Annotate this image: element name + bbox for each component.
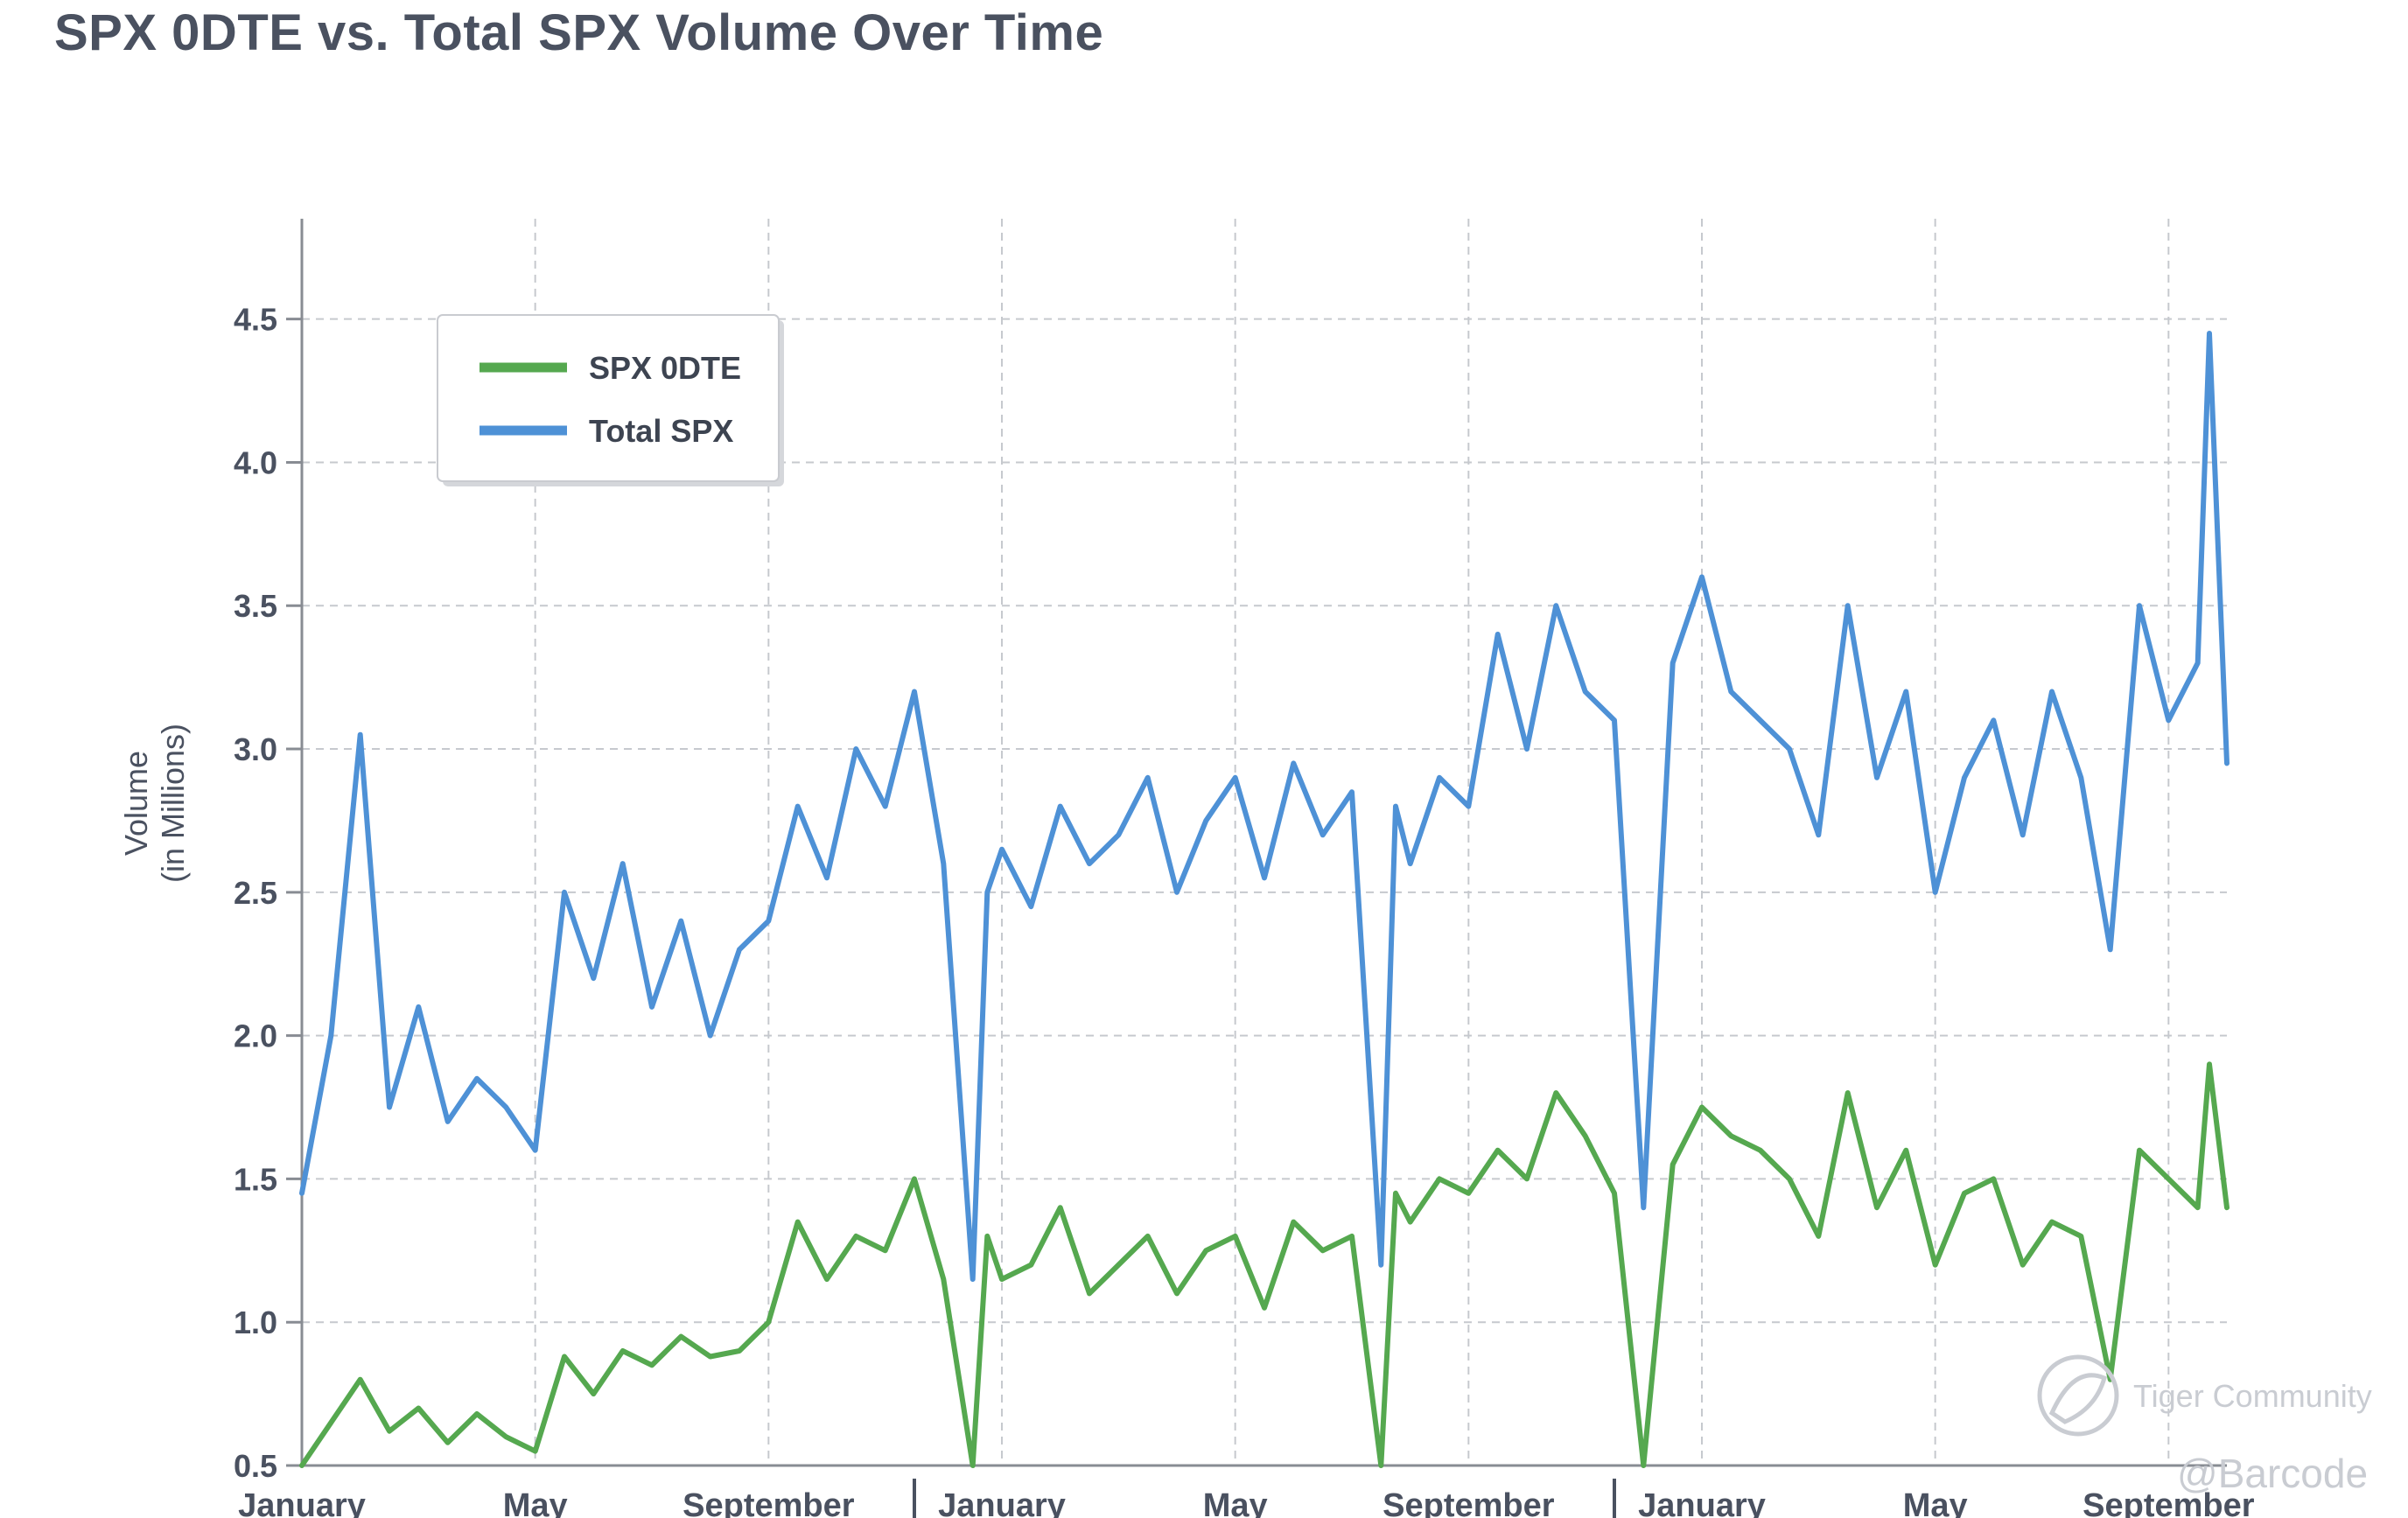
x-tick-label: January [1638,1487,1766,1518]
x-tick-label: May [1203,1487,1268,1518]
tiger-logo-icon [2037,1354,2119,1437]
x-tick-label: September [2082,1487,2255,1518]
y-tick-label: 2.5 [234,875,277,911]
y-tick-label: 1.0 [234,1305,277,1340]
y-tick-label: 3.5 [234,588,277,624]
x-tick-labels: January May September January May September Ja… [238,1487,2255,1518]
legend: SPX 0DTE Total SPX [437,314,784,486]
watermark-handle: @Barcode [2177,1451,2368,1496]
y-tick-label: 4.0 [234,444,277,480]
watermark-community: Tiger Community [2133,1378,2372,1414]
x-tick-label: September [682,1487,855,1518]
axes [300,219,2227,1467]
x-tick-label: January [238,1487,366,1518]
legend-label-spx-0dte: SPX 0DTE [589,350,741,386]
x-tick-label: May [1903,1487,1968,1518]
y-axis-label: Volume (in Millions) [118,724,191,883]
watermark: Tiger Community @Barcode [2037,1354,2372,1496]
x-tick-label: May [503,1487,568,1518]
series-line-total-spx [299,331,2230,1283]
y-axis-label-line: Volume [118,751,154,856]
y-tick-label: 2.0 [234,1018,277,1054]
y-tick-label: 1.5 [234,1161,277,1197]
year-separators [913,1479,1616,1518]
legend-label-total-spx: Total SPX [589,413,733,449]
x-tick-label: January [938,1487,1066,1518]
y-tick-label: 3.0 [234,731,277,767]
y-tick-labels: 0.5 1.0 1.5 2.0 2.5 3.0 3.5 4.0 4.5 [234,302,277,1484]
series-line-spx-0dte [299,1061,2230,1468]
y-axis-label-line: (in Millions) [155,724,191,883]
series-lines [299,331,2230,1468]
x-tick-label: September [1382,1487,1555,1518]
y-tick-label: 4.5 [234,302,277,338]
y-tick-label: 0.5 [234,1448,277,1484]
chart-title: SPX 0DTE vs. Total SPX Volume Over Time [54,4,1104,61]
